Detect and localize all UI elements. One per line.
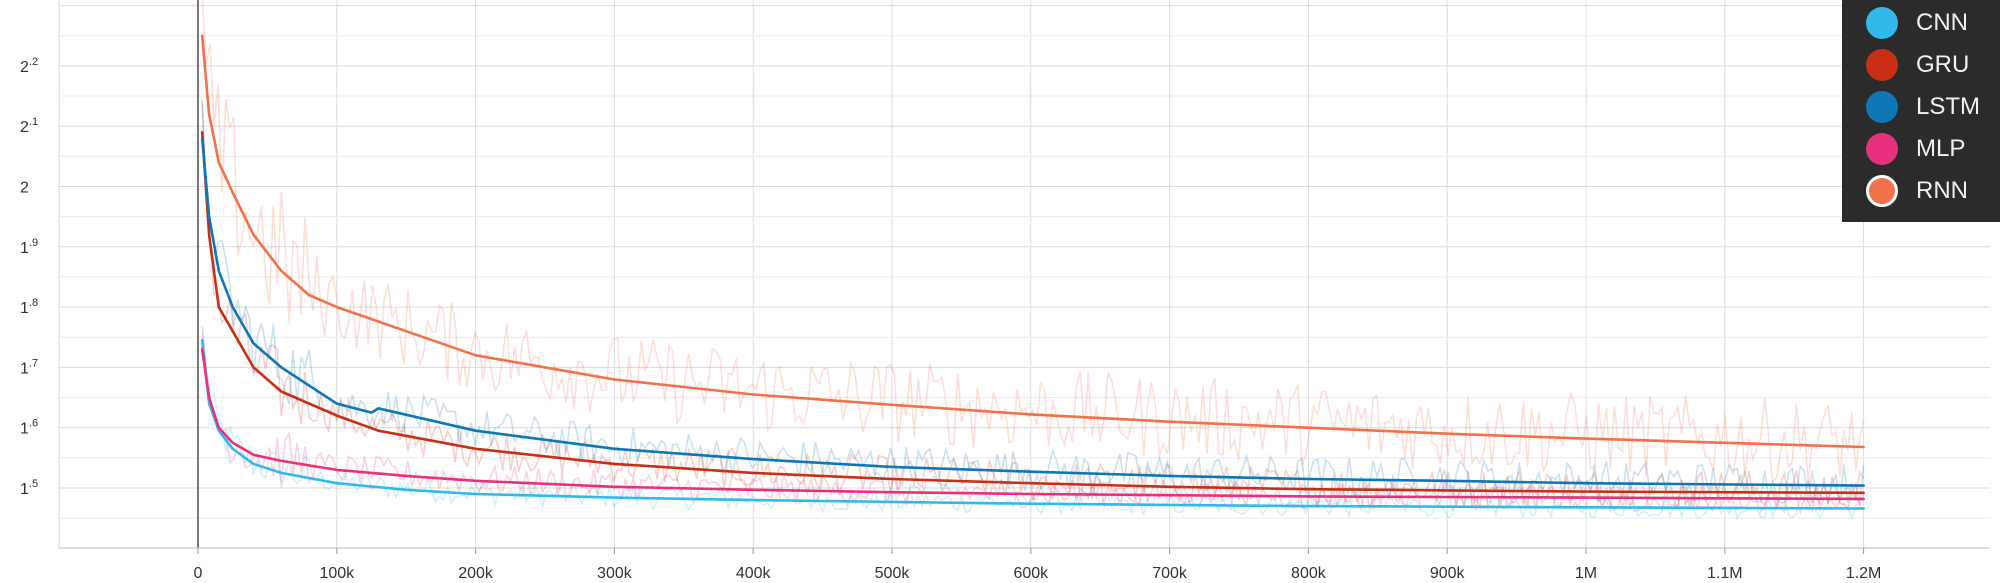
- legend-label: CNN: [1916, 9, 1968, 36]
- y-tick-label: 1.9: [20, 237, 38, 257]
- y-tick-labels: 1.5 1.6 1.7 1.8 1.9 2 2.1 2.2: [20, 56, 38, 498]
- series-line-gru: [200, 130, 1865, 495]
- raw-trace-rnn: [201, 0, 1865, 484]
- y-tick-label: 1.6: [20, 418, 38, 438]
- x-tick-label: 0: [194, 565, 203, 582]
- series-line-lstm: [200, 137, 1865, 487]
- x-tick-label: 1.1M: [1707, 565, 1743, 582]
- legend-label: RNN: [1916, 177, 1968, 204]
- grid-layer: [58, 0, 1990, 548]
- x-tick-label: 100k: [319, 565, 355, 582]
- axis-layer: [58, 0, 1990, 549]
- x-tick-label: 200k: [458, 565, 494, 582]
- series-line-cnn: [200, 339, 1865, 510]
- y-tick-label: 1.5: [20, 478, 38, 498]
- legend-item-rnn[interactable]: RNN: [1842, 170, 2000, 212]
- x-tick-label: 500k: [875, 565, 911, 582]
- y-tick-label: 1.7: [20, 357, 38, 377]
- legend-item-mlp[interactable]: MLP: [1842, 128, 2000, 170]
- legend-swatch-lstm: [1866, 91, 1898, 123]
- legend-label: MLP: [1916, 135, 1966, 162]
- legend-label: LSTM: [1916, 93, 1981, 120]
- legend: CNN GRU LSTM MLP RNN: [1842, 0, 2000, 222]
- x-tick-label: 900k: [1430, 565, 1466, 582]
- legend-swatch-cnn: [1866, 7, 1898, 39]
- y-tick-label: 1.8: [20, 297, 38, 317]
- raw-trace-lstm: [201, 102, 1865, 506]
- legend-item-gru[interactable]: GRU: [1842, 44, 2000, 86]
- x-tick-label: 1M: [1575, 565, 1597, 582]
- x-tick-label: 300k: [597, 565, 633, 582]
- y-tick-label: 2.2: [20, 56, 38, 76]
- series-line-rnn: [200, 34, 1865, 449]
- legend-item-lstm[interactable]: LSTM: [1842, 86, 2000, 128]
- x-tick-label: 700k: [1152, 565, 1188, 582]
- legend-label: GRU: [1916, 51, 1970, 78]
- series-line-mlp: [200, 348, 1865, 501]
- y-tick-label: 2: [20, 180, 29, 197]
- x-tick-labels: 0 100k 200k 300k 400k 500k 600k 700k 800k 900k 1M 1…: [194, 548, 1882, 582]
- legend-swatch-rnn: [1866, 175, 1898, 207]
- x-tick-label: 600k: [1013, 565, 1049, 582]
- x-tick-label: 800k: [1291, 565, 1327, 582]
- x-tick-label: 1.2M: [1846, 565, 1882, 582]
- x-tick-label: 400k: [736, 565, 772, 582]
- y-tick-label: 2.1: [20, 116, 38, 136]
- legend-swatch-mlp: [1866, 133, 1898, 165]
- series-layer: [200, 34, 1865, 510]
- legend-item-cnn[interactable]: CNN: [1842, 2, 2000, 44]
- legend-swatch-gru: [1866, 49, 1898, 81]
